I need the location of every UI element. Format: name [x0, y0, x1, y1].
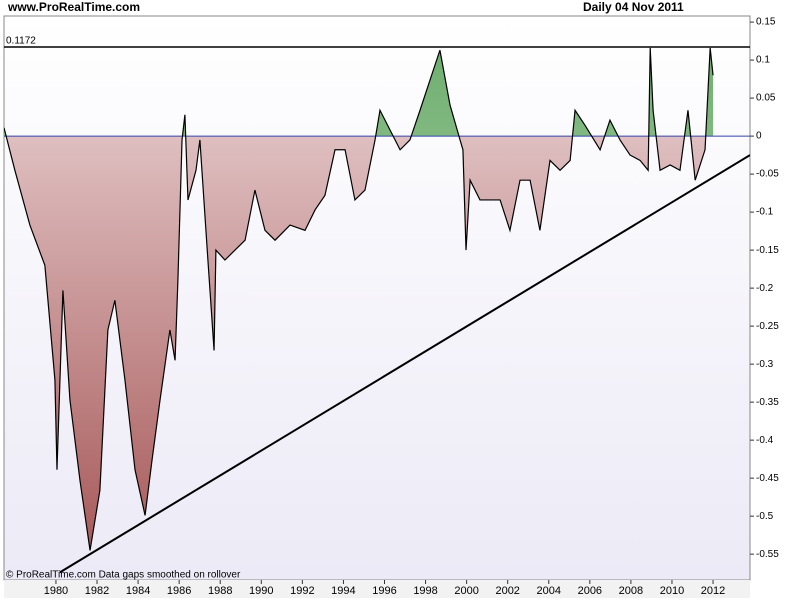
x-axis-band	[4, 580, 750, 598]
x-tick-label: 1988	[208, 585, 232, 597]
price-line	[4, 47, 714, 551]
y-tick-label: -0.2	[756, 283, 774, 294]
x-tick-label: 2000	[454, 585, 478, 597]
x-tick-label: 2006	[578, 585, 602, 597]
trendline	[59, 154, 750, 574]
x-tick-label: 2004	[537, 585, 561, 597]
y-tick-label: 0.15	[756, 17, 776, 28]
plot	[4, 46, 750, 574]
y-tick-label: -0.05	[756, 169, 779, 180]
x-tick-label: 1996	[372, 585, 396, 597]
x-tick-label: 1992	[290, 585, 314, 597]
period-label: Daily 04 Nov 2011	[583, 0, 684, 14]
x-tick-label: 1980	[44, 585, 68, 597]
x-tick-label: 1982	[85, 585, 109, 597]
area-below	[6, 136, 706, 551]
x-tick-label: 2012	[701, 585, 725, 597]
y-tick-label: -0.1	[756, 207, 774, 218]
x-tick-label: 1984	[126, 585, 150, 597]
x-tick-label: 1990	[249, 585, 273, 597]
y-tick-label: -0.3	[756, 359, 774, 370]
y-tick-label: 0.05	[756, 93, 776, 104]
y-tick-label: -0.5	[756, 511, 774, 522]
footer: © ProRealTime.com Data gaps smoothed on …	[6, 570, 241, 581]
y-tick-label: -0.55	[756, 549, 779, 560]
x-tick-label: 1998	[413, 585, 437, 597]
y-tick-label: -0.45	[756, 473, 779, 484]
y-tick-label: 0.1	[756, 55, 770, 66]
y-tick-label: 0	[756, 131, 762, 142]
x-tick-label: 2002	[495, 585, 519, 597]
x-tick-label: 1994	[331, 585, 355, 597]
y-tick-label: -0.35	[756, 397, 779, 408]
site-label: www.ProRealTime.com	[7, 0, 140, 14]
y-tick-label: -0.25	[756, 321, 779, 332]
below-fill-group	[6, 136, 706, 551]
y-tick-label: -0.15	[756, 245, 779, 256]
price-label: 0.1172	[6, 36, 36, 47]
x-tick-label: 1986	[167, 585, 191, 597]
y-tick-label: -0.4	[756, 435, 774, 446]
x-tick-label: 2008	[619, 585, 643, 597]
x-tick-label: 2010	[660, 585, 684, 597]
